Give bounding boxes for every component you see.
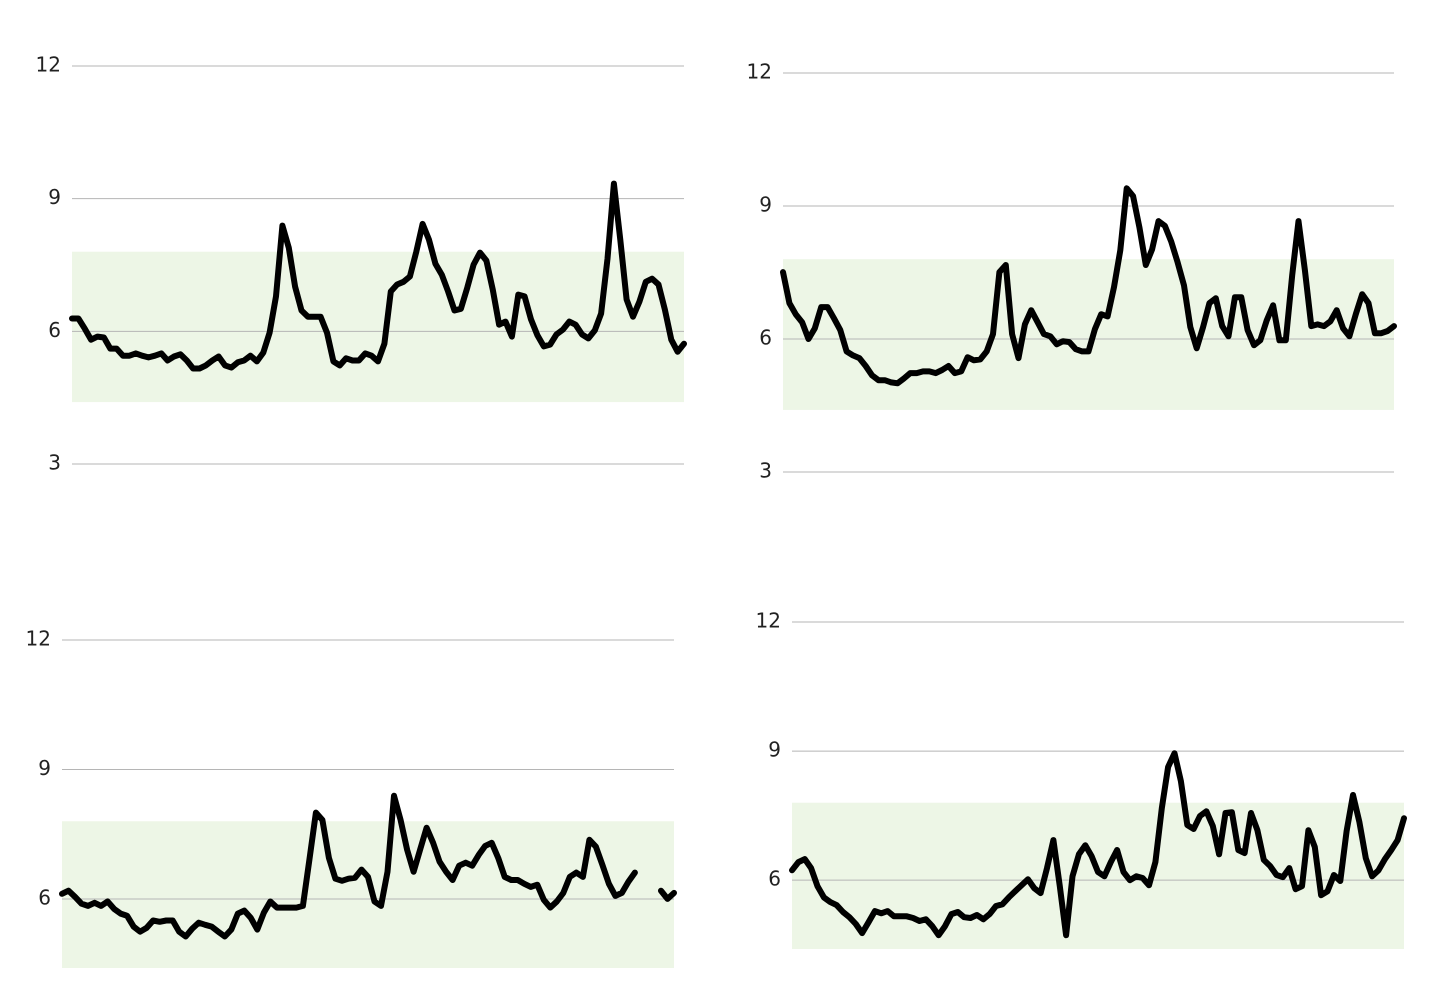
y-tick-label: 6: [759, 326, 772, 350]
y-tick-label: 12: [747, 60, 772, 84]
data-line: [780, 185, 1397, 387]
y-tick-label: 12: [26, 627, 51, 651]
y-tick-label: 6: [48, 318, 61, 342]
y-tick-label: 12: [36, 53, 61, 77]
target-band: [792, 802, 1404, 949]
chart-panel: 3 6 9 12: [36, 53, 687, 475]
target-band: [783, 259, 1394, 410]
data-line: [789, 750, 1407, 939]
y-tick-label: 6: [38, 885, 51, 909]
target-band: [72, 251, 684, 403]
y-tick-label: 3: [759, 459, 772, 483]
target-band: [62, 821, 674, 968]
data-line: [69, 180, 687, 372]
y-tick-label: 6: [768, 867, 781, 891]
data-line: [59, 792, 677, 940]
y-tick-label: 9: [768, 738, 781, 762]
chart-panel: 6 9 12: [26, 627, 677, 968]
chart-panel: 3 6 9 12: [747, 60, 1397, 483]
y-tick-label: 12: [756, 609, 781, 633]
y-tick-label: 3: [48, 451, 61, 475]
chart-panel: 6 9 12: [756, 609, 1407, 949]
y-tick-label: 9: [38, 756, 51, 780]
y-tick-label: 9: [48, 185, 61, 209]
y-tick-label: 9: [759, 193, 772, 217]
